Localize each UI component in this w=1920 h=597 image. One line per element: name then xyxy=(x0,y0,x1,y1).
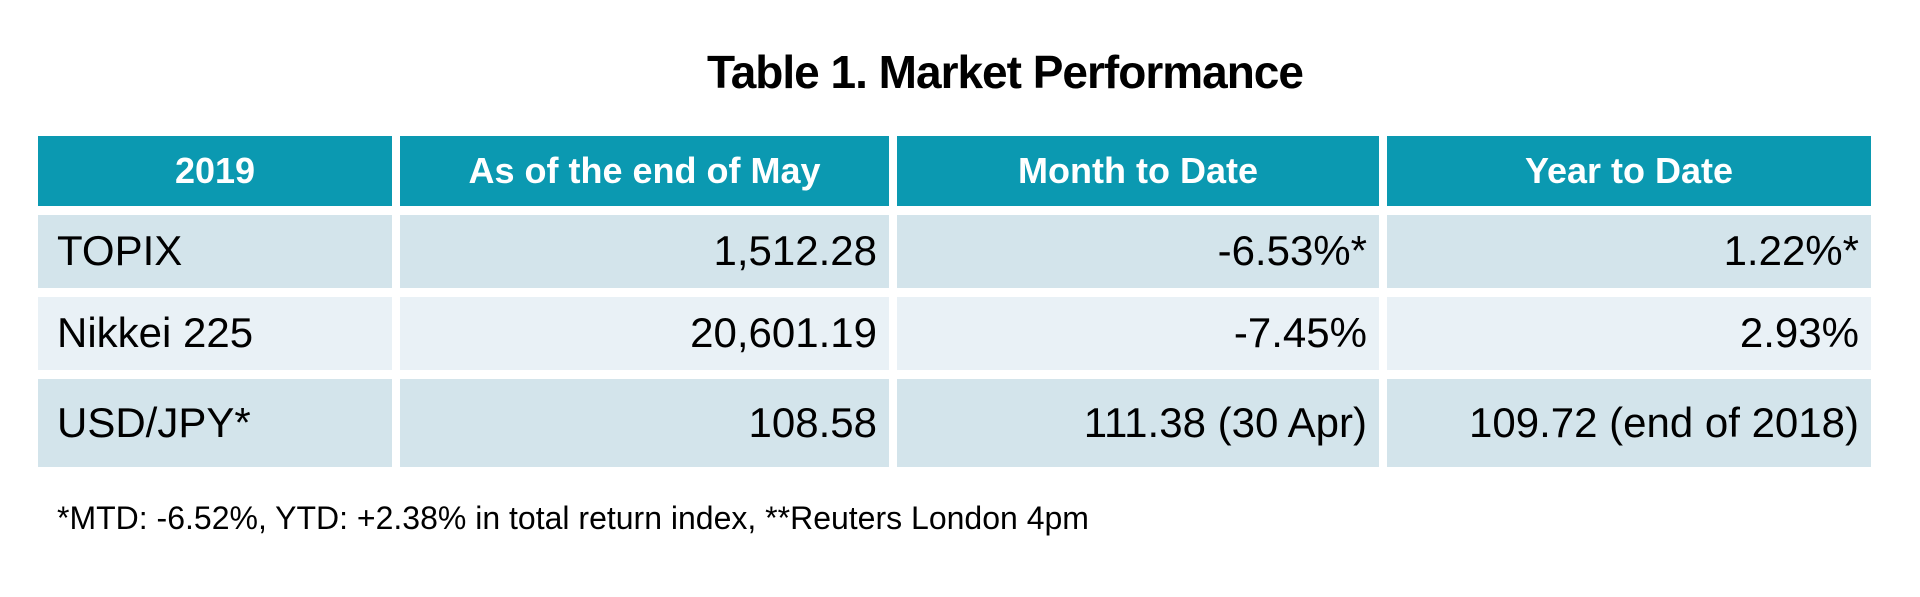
topix-mtd-value: -6.53%* xyxy=(897,214,1379,288)
column-header-month-to-date: Month to Date xyxy=(897,135,1379,206)
nikkei225-mtd-value: -7.45% xyxy=(897,296,1379,370)
nikkei225-end-of-may-value: 20,601.19 xyxy=(400,296,889,370)
table-footnote: *MTD: -6.52%, YTD: +2.38% in total retur… xyxy=(57,499,1089,536)
usdjpy-mtd-value: 111.38 (30 Apr) xyxy=(897,378,1379,467)
market-performance-table: 2019 As of the end of May Month to Date … xyxy=(38,135,1871,467)
usdjpy-ytd-value: 109.72 (end of 2018) xyxy=(1387,378,1871,467)
column-header-year: 2019 xyxy=(38,135,392,206)
topix-end-of-may-value: 1,512.28 xyxy=(400,214,889,288)
row-label-topix: TOPIX xyxy=(38,214,392,288)
nikkei225-ytd-value: 2.93% xyxy=(1387,296,1871,370)
topix-ytd-value: 1.22%* xyxy=(1387,214,1871,288)
column-header-end-of-may: As of the end of May xyxy=(400,135,889,206)
column-header-year-to-date: Year to Date xyxy=(1387,135,1871,206)
row-label-nikkei225: Nikkei 225 xyxy=(38,296,392,370)
document-page: Table 1. Market Performance 2019 As of t… xyxy=(0,46,1920,537)
usdjpy-end-of-may-value: 108.58 xyxy=(400,378,889,467)
row-label-usdjpy: USD/JPY* xyxy=(38,378,392,467)
table-title: Table 1. Market Performance xyxy=(707,46,1304,98)
